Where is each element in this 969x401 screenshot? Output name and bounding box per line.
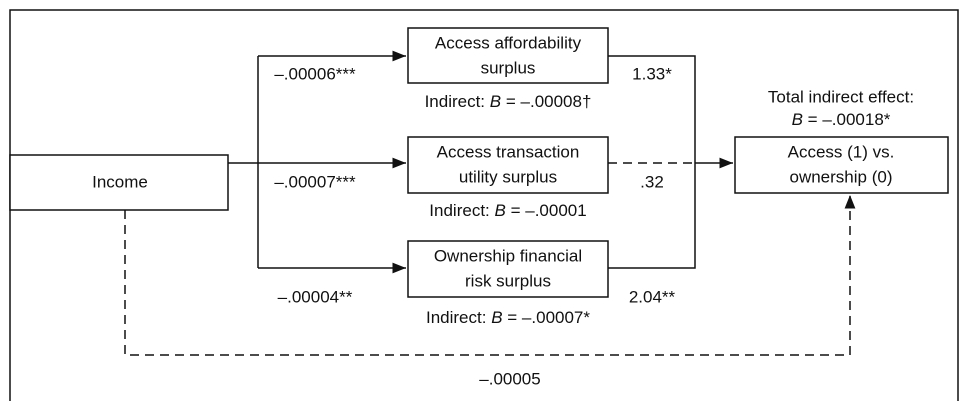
node-label: Access affordability — [435, 33, 582, 52]
indirect-prefix: Indirect: — [429, 201, 489, 220]
total-indirect-symbol: B — [792, 110, 803, 129]
path-coefficient: –.00006*** — [274, 64, 356, 83]
indirect-value: = –.00008† — [506, 92, 592, 111]
indirect-prefix: Indirect: — [426, 308, 486, 327]
path-coefficient: –.00004** — [278, 287, 353, 306]
node-label: Access (1) vs. — [788, 142, 895, 161]
total-indirect-effect: B = –.00018* — [792, 110, 891, 129]
indirect-effect: Indirect: B = –.00001 — [429, 201, 586, 220]
indirect-prefix: Indirect: — [425, 92, 485, 111]
path-coefficient: .32 — [640, 172, 664, 191]
node-label: Income — [92, 172, 148, 191]
node-box — [407, 240, 609, 298]
node-label: Access transaction — [437, 142, 580, 161]
dashed-arrow — [124, 195, 856, 356]
node-box — [734, 136, 949, 194]
node-box — [407, 27, 609, 84]
node-label: utility surplus — [459, 167, 557, 186]
node-label: risk surplus — [465, 271, 551, 290]
node-label: ownership (0) — [790, 167, 893, 186]
node-label: Ownership financial — [434, 246, 582, 265]
node-box — [9, 154, 229, 211]
node-label: surplus — [481, 58, 536, 77]
node-box — [407, 136, 609, 194]
indirect-symbol: B — [490, 92, 501, 111]
indirect-symbol: B — [491, 308, 502, 327]
indirect-symbol: B — [495, 201, 506, 220]
indirect-value: = –.00001 — [511, 201, 587, 220]
direct-path-coefficient: –.00005 — [479, 369, 540, 388]
path-coefficient: 1.33* — [632, 64, 672, 83]
path-coefficient: –.00007*** — [274, 172, 356, 191]
indirect-effect: Indirect: B = –.00007* — [426, 308, 590, 327]
total-indirect-label: Total indirect effect: — [768, 87, 914, 106]
indirect-value: = –.00007* — [507, 308, 590, 327]
total-indirect-value: = –.00018* — [808, 110, 891, 129]
indirect-effect: Indirect: B = –.00008† — [425, 92, 592, 111]
connector — [608, 55, 696, 269]
path-coefficient: 2.04** — [629, 287, 676, 306]
